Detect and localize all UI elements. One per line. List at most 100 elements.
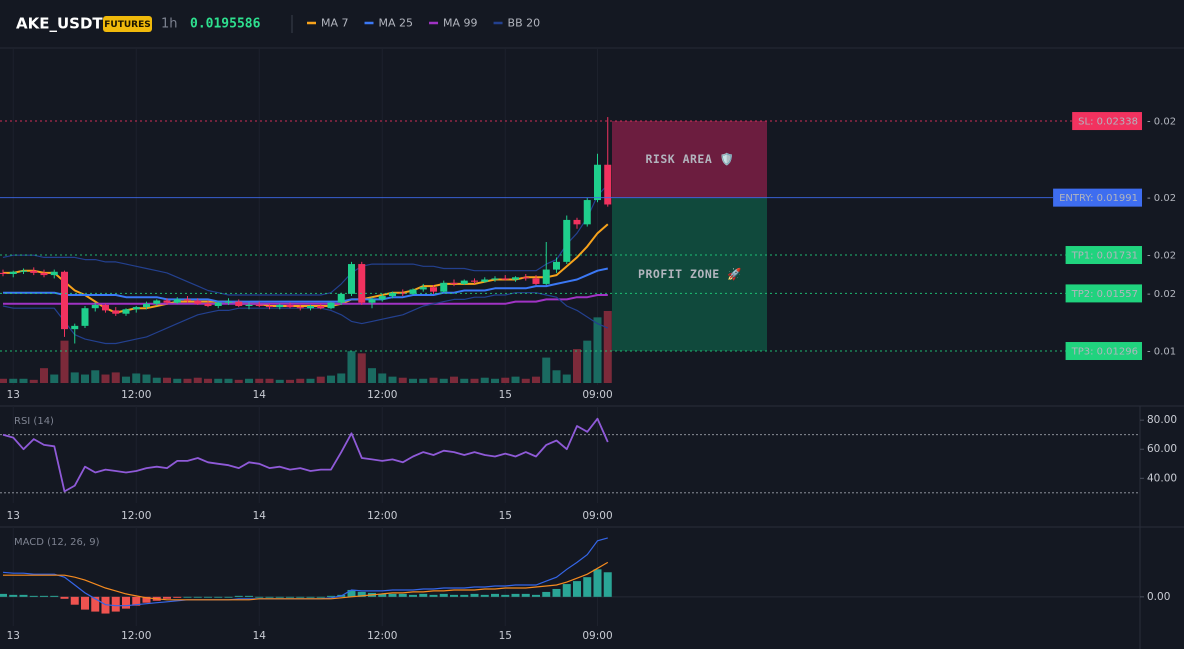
histogram-bar — [29, 595, 38, 597]
x-tick-label: 09:00 — [582, 510, 612, 522]
histogram-bar — [552, 588, 561, 597]
candle-body — [112, 310, 120, 314]
candle-body — [409, 289, 417, 294]
volume-bar — [388, 376, 397, 383]
volume-bar — [409, 378, 417, 383]
pane-title: MACD (12, 26, 9) — [14, 537, 100, 548]
candle-body — [532, 278, 540, 284]
volume-bar — [70, 372, 79, 383]
histogram-bar — [296, 596, 305, 598]
volume-bar — [173, 378, 182, 383]
x-tick-label: 12:00 — [121, 510, 151, 522]
volume-bar — [603, 311, 612, 383]
histogram-bar — [132, 596, 141, 606]
x-tick-label: 13 — [7, 630, 20, 642]
candle-body — [276, 304, 284, 308]
histogram-bar — [50, 595, 59, 597]
candle-body — [583, 200, 591, 225]
candle-body — [542, 269, 550, 284]
x-tick-label: 14 — [253, 630, 267, 642]
histogram-bar — [111, 596, 120, 612]
volume-bar — [81, 374, 89, 383]
volume-bar — [562, 374, 571, 383]
level-axis-label: - 0.02 — [1147, 193, 1176, 204]
histogram-bar — [183, 596, 192, 598]
histogram-bar — [173, 596, 182, 598]
candle-body — [81, 308, 89, 326]
candle-body — [430, 287, 437, 292]
candle-body — [348, 264, 355, 294]
x-tick-label: 12:00 — [367, 389, 397, 401]
candle-body — [512, 277, 519, 280]
candle-body — [389, 292, 396, 297]
histogram-bar — [521, 593, 530, 597]
level-badge — [1072, 112, 1142, 131]
volume-bar — [327, 375, 335, 383]
candle-body — [317, 305, 325, 309]
histogram-bar — [19, 594, 28, 597]
candle-body — [173, 299, 181, 303]
candle-body — [378, 296, 386, 300]
volume-bar — [152, 377, 161, 383]
histogram-bar — [388, 593, 397, 597]
level-label: TP2: 0.01557 — [1071, 289, 1138, 300]
volume-bar — [255, 378, 264, 383]
candle-body — [235, 301, 243, 306]
volume-bar — [470, 378, 479, 383]
indicator-line — [2, 292, 609, 345]
volume-bar — [460, 378, 469, 383]
macd-line — [3, 561, 609, 601]
volume-bar — [368, 368, 376, 383]
volume-bar — [286, 379, 294, 383]
candle-body — [460, 280, 468, 284]
volume-bar — [480, 377, 489, 383]
volume-bar — [552, 370, 561, 383]
histogram-bar — [316, 596, 325, 598]
histogram-bar — [142, 596, 151, 603]
legend-label: MA 25 — [379, 17, 414, 30]
x-tick-label: 12:00 — [367, 510, 397, 522]
histogram-bar — [460, 594, 469, 597]
level-label: TP1: 0.01731 — [1071, 251, 1138, 262]
x-tick-label: 15 — [499, 510, 512, 522]
histogram-bar — [501, 594, 510, 597]
volume-bar — [316, 376, 325, 383]
volume-bar — [122, 376, 130, 383]
candle-body — [102, 304, 109, 311]
volume-bar — [296, 378, 305, 383]
symbol: AKE_USDT — [16, 15, 103, 33]
level-label: SL: 0.02338 — [1078, 117, 1138, 128]
candle-body — [440, 282, 448, 292]
candle-body — [9, 271, 17, 274]
volume-bar — [429, 377, 438, 383]
candle-body — [327, 302, 335, 309]
level-label: TP3: 0.01296 — [1071, 347, 1138, 358]
zone-label: PROFIT ZONE 🚀 — [638, 267, 742, 281]
level-axis-label: - 0.02 — [1147, 117, 1176, 128]
volume-bar — [450, 376, 458, 383]
volume-bar — [491, 378, 499, 383]
y-tick-label: 60.00 — [1147, 443, 1177, 455]
level-axis-label: - 0.02 — [1147, 289, 1176, 300]
candle-body — [245, 304, 253, 306]
histogram-bar — [450, 594, 458, 597]
histogram-bar — [286, 596, 294, 598]
candle-body — [194, 300, 202, 304]
x-tick-label: 15 — [499, 630, 512, 642]
candle-body — [419, 287, 427, 290]
level-badge — [1065, 284, 1142, 303]
volume-bar — [224, 378, 233, 383]
volume-bar — [193, 377, 202, 383]
volume-bar — [398, 377, 407, 383]
candle-body — [471, 280, 478, 282]
volume-bar — [29, 379, 38, 383]
level-badge — [1065, 342, 1142, 361]
volume-bar — [583, 340, 592, 383]
candle-body — [163, 300, 171, 303]
volume-bar — [521, 378, 530, 383]
histogram-bar — [193, 596, 202, 598]
histogram-bar — [429, 594, 438, 597]
volume-bar — [501, 377, 510, 383]
